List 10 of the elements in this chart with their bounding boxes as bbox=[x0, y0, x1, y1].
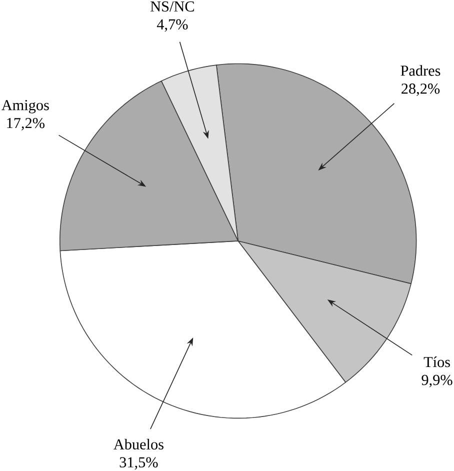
slice-label: NS/NC bbox=[150, 1, 194, 12]
data-label: 31,5% bbox=[120, 457, 158, 470]
data-label: 4,7% bbox=[156, 19, 188, 32]
data-label: 17,2% bbox=[7, 118, 44, 130]
slice-label: Amigos bbox=[1, 100, 49, 114]
slice-label: Padres bbox=[400, 65, 440, 76]
slice-label: Abuelos bbox=[113, 438, 164, 450]
data-label: 28,2% bbox=[401, 84, 440, 96]
data-label: 9,9% bbox=[422, 374, 452, 388]
slice-label: Tíos bbox=[424, 356, 450, 368]
